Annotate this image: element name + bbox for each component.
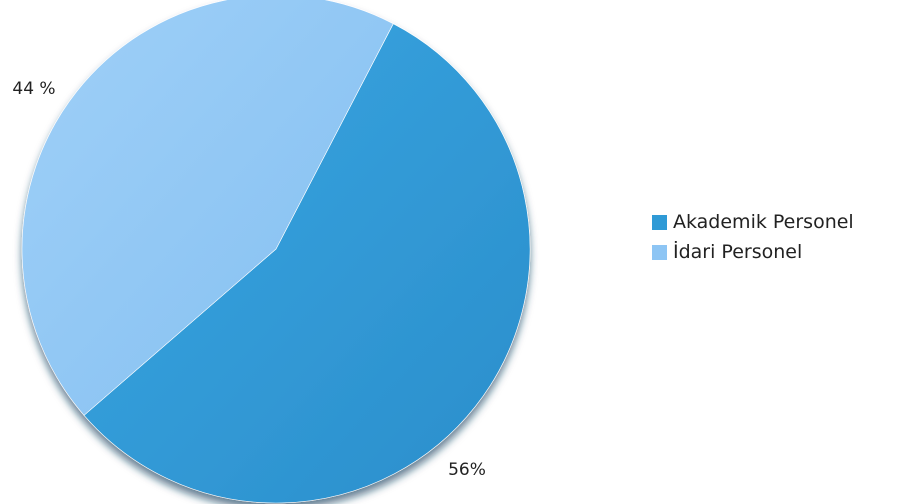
data-label-idari-personel: 44 % (12, 79, 55, 99)
data-label-akademik-personel: 56% (448, 460, 486, 480)
legend: Akademik Personel İdari Personel (652, 207, 854, 267)
pie-slice-akademik-personel (83, 23, 531, 504)
legend-swatch-idari-personel (652, 244, 667, 260)
pie-slice-i-dari-personel (21, 0, 394, 416)
legend-label-idari-personel: İdari Personel (673, 241, 803, 263)
legend-label-akademik-personel: Akademik Personel (673, 211, 854, 233)
pie-slices (21, 0, 531, 504)
pie-data-labels: 56% 44 % (12, 79, 486, 480)
legend-item-akademik-personel: Akademik Personel (652, 207, 854, 237)
legend-swatch-akademik-personel (652, 214, 667, 230)
legend-item-idari-personel: İdari Personel (652, 237, 854, 267)
